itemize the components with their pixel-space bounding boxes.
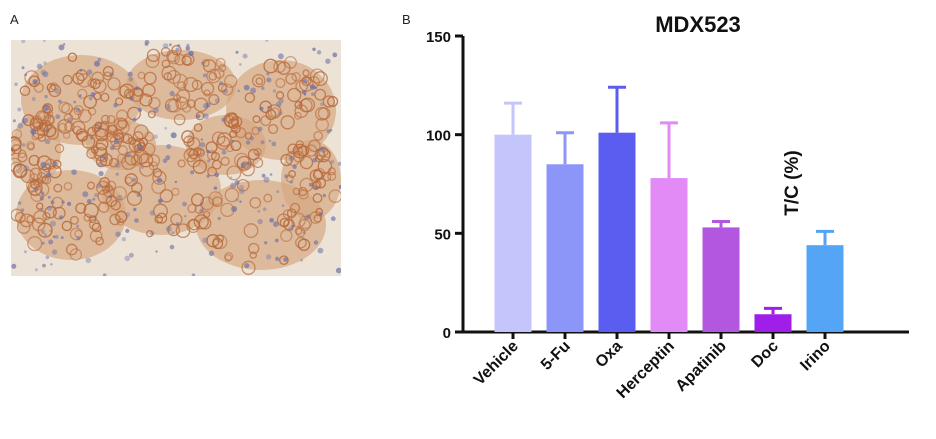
- category-label: Apatinib: [673, 338, 730, 395]
- ihc-micrograph-image: [11, 40, 341, 276]
- panel-b-label: B: [402, 12, 411, 27]
- y-tick-label: 0: [443, 325, 451, 342]
- bar-doc: [754, 314, 792, 332]
- panel-a-label: A: [10, 12, 19, 27]
- bar-apatinib: [702, 227, 740, 332]
- bar-vehicle: [494, 134, 532, 332]
- bar-oxa: [598, 132, 636, 332]
- chart-title: MDX523: [655, 12, 741, 37]
- bar-irino: [806, 245, 844, 332]
- y-tick-label: 150: [426, 29, 451, 46]
- bar-herceptin: [650, 178, 688, 332]
- micrograph-texture: [11, 40, 341, 276]
- category-label: 5-Fu: [538, 338, 574, 374]
- category-label: Oxa: [592, 338, 625, 371]
- bar-5-fu: [546, 164, 584, 332]
- category-label: Irino: [797, 338, 834, 375]
- bars-group: [494, 85, 844, 332]
- y-axis-label: T/C (%): [782, 150, 803, 215]
- category-label: Doc: [748, 338, 781, 371]
- category-label: Vehicle: [471, 338, 522, 389]
- y-tick-label: 50: [434, 226, 451, 243]
- y-tick-label: 100: [426, 128, 451, 145]
